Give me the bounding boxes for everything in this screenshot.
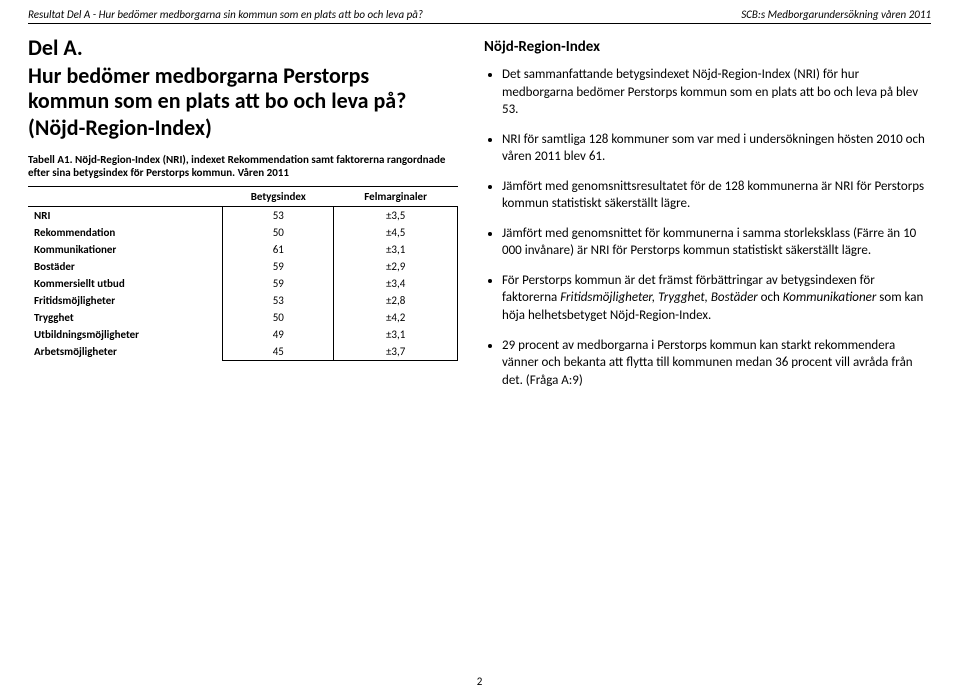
row-label: NRI <box>28 207 223 225</box>
bullet-italic: Fritidsmöjligheter, Trygghet, Bostäder <box>560 290 758 305</box>
section-label: Del A. <box>28 34 458 61</box>
table-header-felmarginaler: Felmarginaler <box>334 187 458 207</box>
bullet-text: och <box>758 290 783 305</box>
content-columns: Del A. Hur bedömer medborgarna Perstorps… <box>28 34 931 401</box>
row-label: Utbildningsmöjligheter <box>28 326 223 343</box>
table-row: Kommersiellt utbud 59 ±3,4 <box>28 275 458 292</box>
left-column: Del A. Hur bedömer medborgarna Perstorps… <box>28 34 458 401</box>
row-label: Kommunikationer <box>28 241 223 258</box>
row-label: Fritidsmöjligheter <box>28 292 223 309</box>
table-row: Utbildningsmöjligheter 49 ±3,1 <box>28 326 458 343</box>
bullet-text: Jämfört med genomsnittsresultatet för de… <box>502 179 924 212</box>
bullet-text: Det sammanfattande betygsindexet Nöjd-Re… <box>502 67 918 117</box>
header-left: Resultat Del A - Hur bedömer medborgarna… <box>28 8 423 21</box>
row-label: Arbetsmöjligheter <box>28 343 223 361</box>
row-label: Bostäder <box>28 258 223 275</box>
table-caption: Tabell A1. Nöjd-Region-Index (NRI), inde… <box>28 153 458 181</box>
row-fel: ±3,1 <box>334 326 458 343</box>
row-fel: ±3,5 <box>334 207 458 225</box>
list-item: Det sammanfattande betygsindexet Nöjd-Re… <box>502 66 931 119</box>
page-subtitle: (Nöjd-Region-Index) <box>28 114 458 141</box>
table-header-row: Betygsindex Felmarginaler <box>28 187 458 207</box>
bullet-italic: Kommunikationer <box>783 290 877 305</box>
row-label: Rekommendation <box>28 224 223 241</box>
page-title-line2: kommun som en plats att bo och leva på? <box>28 88 458 113</box>
list-item: Jämfört med genomsnittsresultatet för de… <box>502 178 931 213</box>
table-row: Rekommendation 50 ±4,5 <box>28 224 458 241</box>
row-fel: ±3,1 <box>334 241 458 258</box>
row-fel: ±2,8 <box>334 292 458 309</box>
table-header-blank <box>28 187 223 207</box>
page-number: 2 <box>0 675 959 688</box>
row-fel: ±4,5 <box>334 224 458 241</box>
header-right: SCB:s Medborgarundersökning våren 2011 <box>741 8 931 21</box>
right-column: Nöjd-Region-Index Det sammanfattande bet… <box>484 34 931 401</box>
list-item: 29 procent av medborgarna i Perstorps ko… <box>502 337 931 390</box>
table-row: Trygghet 50 ±4,2 <box>28 309 458 326</box>
table-row: NRI 53 ±3,5 <box>28 207 458 225</box>
row-label: Trygghet <box>28 309 223 326</box>
page: Resultat Del A - Hur bedömer medborgarna… <box>0 0 959 694</box>
row-label: Kommersiellt utbud <box>28 275 223 292</box>
list-item: Jämfört med genomsnittet för kommunerna … <box>502 225 931 260</box>
table-row: Fritidsmöjligheter 53 ±2,8 <box>28 292 458 309</box>
row-betyg: 50 <box>223 224 334 241</box>
table-row: Arbetsmöjligheter 45 ±3,7 <box>28 343 458 361</box>
row-fel: ±4,2 <box>334 309 458 326</box>
right-heading: Nöjd-Region-Index <box>484 38 931 56</box>
bullet-text: NRI för samtliga 128 kommuner som var me… <box>502 132 925 165</box>
row-fel: ±3,7 <box>334 343 458 361</box>
row-betyg: 59 <box>223 258 334 275</box>
data-table: Betygsindex Felmarginaler NRI 53 ±3,5 Re… <box>28 186 458 361</box>
table-row: Bostäder 59 ±2,9 <box>28 258 458 275</box>
row-fel: ±2,9 <box>334 258 458 275</box>
bullet-text: Jämfört med genomsnittet för kommunerna … <box>502 226 916 259</box>
row-betyg: 59 <box>223 275 334 292</box>
row-betyg: 53 <box>223 292 334 309</box>
row-betyg: 50 <box>223 309 334 326</box>
table-row: Kommunikationer 61 ±3,1 <box>28 241 458 258</box>
row-betyg: 45 <box>223 343 334 361</box>
bullet-text: 29 procent av medborgarna i Perstorps ko… <box>502 338 913 388</box>
page-header: Resultat Del A - Hur bedömer medborgarna… <box>28 8 931 24</box>
list-item: För Perstorps kommun är det främst förbä… <box>502 272 931 325</box>
bullet-list: Det sammanfattande betygsindexet Nöjd-Re… <box>484 66 931 389</box>
row-betyg: 49 <box>223 326 334 343</box>
row-fel: ±3,4 <box>334 275 458 292</box>
table-header-betygsindex: Betygsindex <box>223 187 334 207</box>
list-item: NRI för samtliga 128 kommuner som var me… <box>502 131 931 166</box>
row-betyg: 53 <box>223 207 334 225</box>
row-betyg: 61 <box>223 241 334 258</box>
page-title-line1: Hur bedömer medborgarna Perstorps <box>28 63 458 88</box>
